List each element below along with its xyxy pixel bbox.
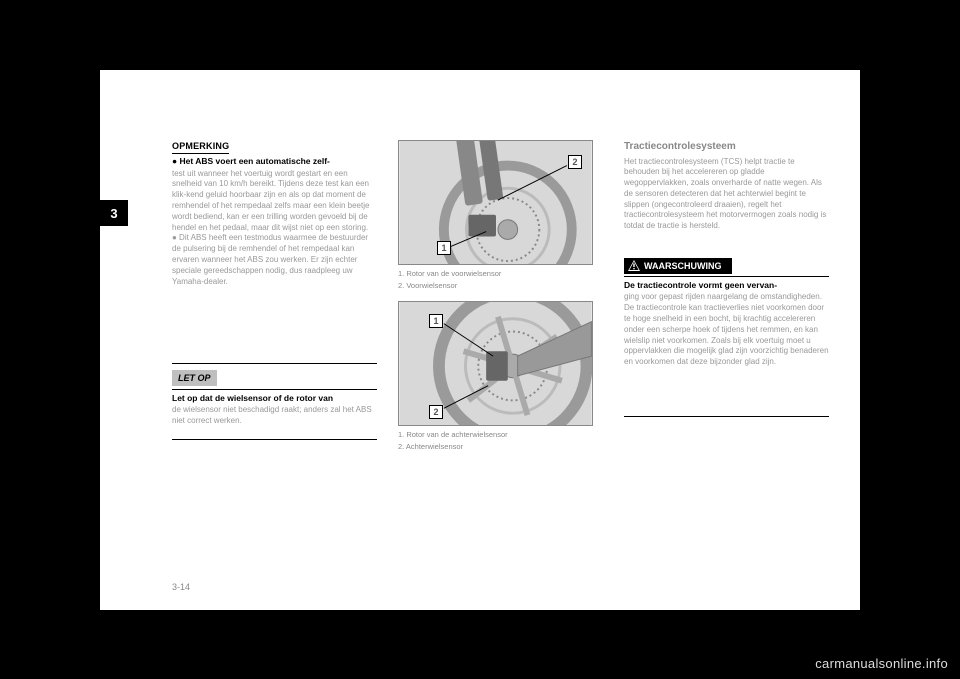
callout-1b: 1	[429, 314, 443, 328]
caution-divider	[172, 439, 377, 440]
img2-caption1: 1. Rotor van de achterwielsensor	[398, 430, 603, 440]
img1-caption1: 1. Rotor van de voorwielsensor	[398, 269, 603, 279]
caution-body: de wielsensor niet beschadigd raakt; and…	[172, 405, 377, 435]
front-wheel-svg	[399, 141, 592, 264]
column-right: Tractiecontrolesysteem Het tractiecontro…	[624, 140, 829, 423]
rear-wheel-photo: 1 2	[398, 301, 593, 426]
chapter-tab: 3	[100, 200, 128, 226]
img2-caption2: 2. Achterwielsensor	[398, 442, 603, 452]
chapter-number: 3	[110, 206, 117, 221]
page-header	[160, 100, 800, 120]
watermark: carmanualsonline.info	[815, 656, 948, 671]
warning-row: WAARSCHUWING	[624, 258, 829, 277]
img1-caption2: 2. Voorwielsensor	[398, 281, 603, 291]
warning-body: ging voor gepast rijden naargelang de om…	[624, 292, 829, 412]
warning-label-text: WAARSCHUWING	[644, 260, 722, 272]
warning-first-line: De tractiecontrole vormt geen vervan-	[624, 280, 829, 291]
section-body1: Het tractiecontrolesysteem (TCS) helpt t…	[624, 157, 829, 252]
note-heading: OPMERKING	[172, 140, 229, 154]
caution-first-line: Let op dat de wielsensor of de rotor van	[172, 393, 377, 404]
caution-label: LET OP	[172, 370, 217, 386]
note-divider	[172, 363, 377, 364]
manual-page: 3 OPMERKING ● Het ABS voert een automati…	[100, 70, 860, 610]
warning-triangle-icon	[628, 260, 640, 271]
caution-row: LET OP	[172, 370, 377, 390]
warning-divider	[624, 416, 829, 417]
callout-1: 1	[437, 241, 451, 255]
rear-wheel-svg	[399, 302, 592, 425]
callout-2: 2	[568, 155, 582, 169]
column-left: OPMERKING ● Het ABS voert een automatisc…	[172, 140, 377, 446]
warning-label-box: WAARSCHUWING	[624, 258, 732, 274]
column-middle: 1 2 1. Rotor van de voorwielsensor 2. Vo…	[398, 140, 603, 455]
section-heading: Tractiecontrolesysteem	[624, 140, 829, 154]
front-wheel-photo: 1 2	[398, 140, 593, 265]
footer-page-number: 3-14	[172, 582, 190, 592]
callout-2b: 2	[429, 405, 443, 419]
note-first-line: ● Het ABS voert een automatische zelf-	[172, 156, 377, 167]
note-body: test uit wanneer het voertuig wordt gest…	[172, 169, 377, 359]
